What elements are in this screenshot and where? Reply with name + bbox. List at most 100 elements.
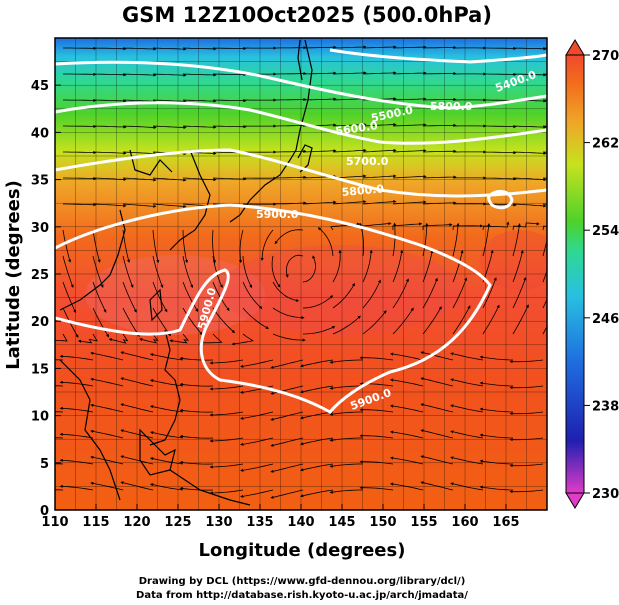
streamline xyxy=(92,307,110,338)
streamline xyxy=(209,489,244,495)
streamline xyxy=(512,177,547,182)
streamline xyxy=(392,149,427,153)
streamline xyxy=(450,352,484,361)
colorbar-ticks: 270 262 254 246 238 230 xyxy=(584,49,619,502)
streamline xyxy=(450,404,484,413)
colorbar-tick-label: 254 xyxy=(592,224,619,239)
streamline xyxy=(482,249,494,283)
streamline xyxy=(152,125,187,130)
streamline xyxy=(479,485,514,491)
streamline xyxy=(302,71,337,75)
streamline xyxy=(542,298,547,309)
streamline xyxy=(512,249,524,283)
streamline xyxy=(120,455,154,465)
streamline xyxy=(512,223,521,257)
streamline xyxy=(479,381,514,387)
contour-label: 5600.0 xyxy=(335,119,379,138)
x-tick-label: 165 xyxy=(492,515,519,530)
streamline xyxy=(270,437,304,447)
streamline xyxy=(392,307,414,335)
streamline xyxy=(482,177,517,181)
x-tick-label: 110 xyxy=(41,515,68,530)
streamline xyxy=(392,97,427,101)
credit-line-1: Drawing by DCL (https://www.gfd-dennou.o… xyxy=(139,576,466,587)
streamline xyxy=(179,356,214,361)
streamline xyxy=(359,434,394,439)
streamline xyxy=(77,333,98,344)
streamline xyxy=(390,482,424,491)
streamline xyxy=(240,411,274,420)
x-tick-label: 125 xyxy=(164,515,191,530)
streamline xyxy=(452,249,464,283)
streamline xyxy=(152,177,187,182)
streamline xyxy=(122,99,157,103)
streamline xyxy=(182,255,194,289)
streamline xyxy=(300,359,334,368)
streamline xyxy=(92,229,101,263)
streamline xyxy=(182,125,217,129)
streamline xyxy=(212,99,247,103)
streamline xyxy=(209,411,244,417)
streamline xyxy=(122,47,157,51)
streamline xyxy=(122,203,157,208)
colorbar-gradient xyxy=(565,54,585,494)
streamline xyxy=(209,437,244,443)
y-tick-label: 25 xyxy=(31,268,49,283)
y-tick-label: 0 xyxy=(40,504,49,519)
streamline xyxy=(509,411,544,416)
streamline xyxy=(90,481,124,491)
streamline xyxy=(332,45,367,49)
streamline xyxy=(362,122,397,127)
streamline xyxy=(452,222,460,257)
streamline xyxy=(62,229,72,263)
streamline xyxy=(212,307,236,334)
streamline xyxy=(122,73,157,77)
streamline xyxy=(450,456,484,465)
streamline xyxy=(422,45,457,50)
streamline xyxy=(122,255,134,288)
streamline xyxy=(55,489,64,491)
streamline xyxy=(59,432,94,439)
x-tick-label: 135 xyxy=(246,515,273,530)
streamline xyxy=(270,489,304,499)
streamline xyxy=(300,489,334,498)
streamline xyxy=(422,175,457,179)
streamline xyxy=(62,281,76,314)
streamline xyxy=(302,200,337,205)
y-tick-label: 30 xyxy=(31,221,49,236)
streamline xyxy=(92,203,127,208)
streamline xyxy=(108,333,129,344)
streamline xyxy=(329,359,363,364)
streamline xyxy=(452,305,471,335)
streamline xyxy=(329,489,363,494)
streamline xyxy=(212,73,247,77)
streamline xyxy=(300,411,334,420)
streamline xyxy=(55,437,64,439)
colorbar-tick-label: 262 xyxy=(592,137,619,152)
streamline xyxy=(422,201,457,205)
streamline xyxy=(362,249,373,283)
streamline xyxy=(122,307,140,338)
streamline xyxy=(212,177,247,181)
y-tick-label: 45 xyxy=(31,79,49,94)
streamline xyxy=(240,359,274,368)
streamline xyxy=(122,151,157,156)
streamline xyxy=(149,483,184,491)
streamline xyxy=(482,277,497,309)
streamline xyxy=(182,281,199,312)
streamline xyxy=(482,304,500,335)
streamline xyxy=(392,45,427,49)
streamline xyxy=(272,201,307,205)
streamline xyxy=(182,307,203,336)
streamline xyxy=(512,47,547,51)
streamline xyxy=(179,382,214,387)
streamline xyxy=(359,460,394,465)
streamline xyxy=(450,378,484,387)
streamline xyxy=(420,429,454,439)
streamline xyxy=(392,71,427,75)
streamline xyxy=(300,385,334,394)
streamline xyxy=(512,151,547,155)
streamline xyxy=(392,174,427,179)
y-tick-label: 10 xyxy=(31,410,49,425)
